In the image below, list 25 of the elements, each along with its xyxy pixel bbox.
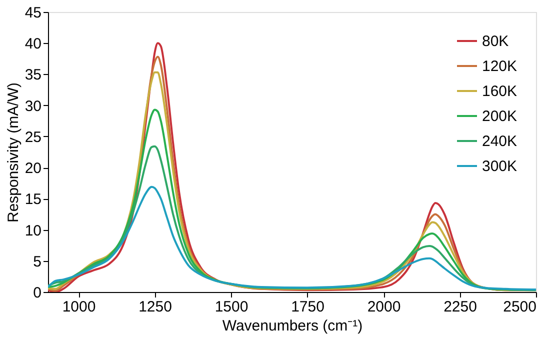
legend-label: 80K [482, 33, 509, 50]
x-tick-label: 1750 [291, 298, 324, 316]
y-axis-title: Responsivity (mA/W) [4, 82, 22, 223]
x-tick-label: 2250 [444, 298, 477, 316]
legend-label: 240K [482, 133, 518, 150]
y-tick-label: 5 [33, 253, 42, 270]
y-tick-label: 15 [24, 191, 42, 208]
y-tick-label: 40 [24, 36, 42, 53]
y-tick-label: 35 [24, 66, 42, 84]
legend-label: 300K [482, 158, 518, 175]
y-tick-label: 30 [24, 98, 42, 115]
x-axis-title: Wavenumbers (cm⁻¹) [222, 318, 363, 334]
legend-label: 200K [482, 108, 518, 125]
y-tick-label: 0 [33, 284, 42, 302]
x-tick-label: 2000 [367, 298, 401, 316]
legend-label: 160K [482, 83, 518, 100]
x-tick-label: 1250 [138, 298, 172, 316]
x-tick-label: 1500 [214, 298, 248, 316]
y-tick-label: 10 [24, 222, 42, 240]
x-tick-label: 2500 [503, 298, 536, 316]
y-tick-label: 20 [24, 160, 42, 178]
legend-label: 120K [482, 58, 518, 75]
y-tick-label: 25 [24, 128, 42, 146]
x-tick-label: 1000 [62, 298, 96, 316]
y-tick-label: 45 [24, 4, 42, 22]
